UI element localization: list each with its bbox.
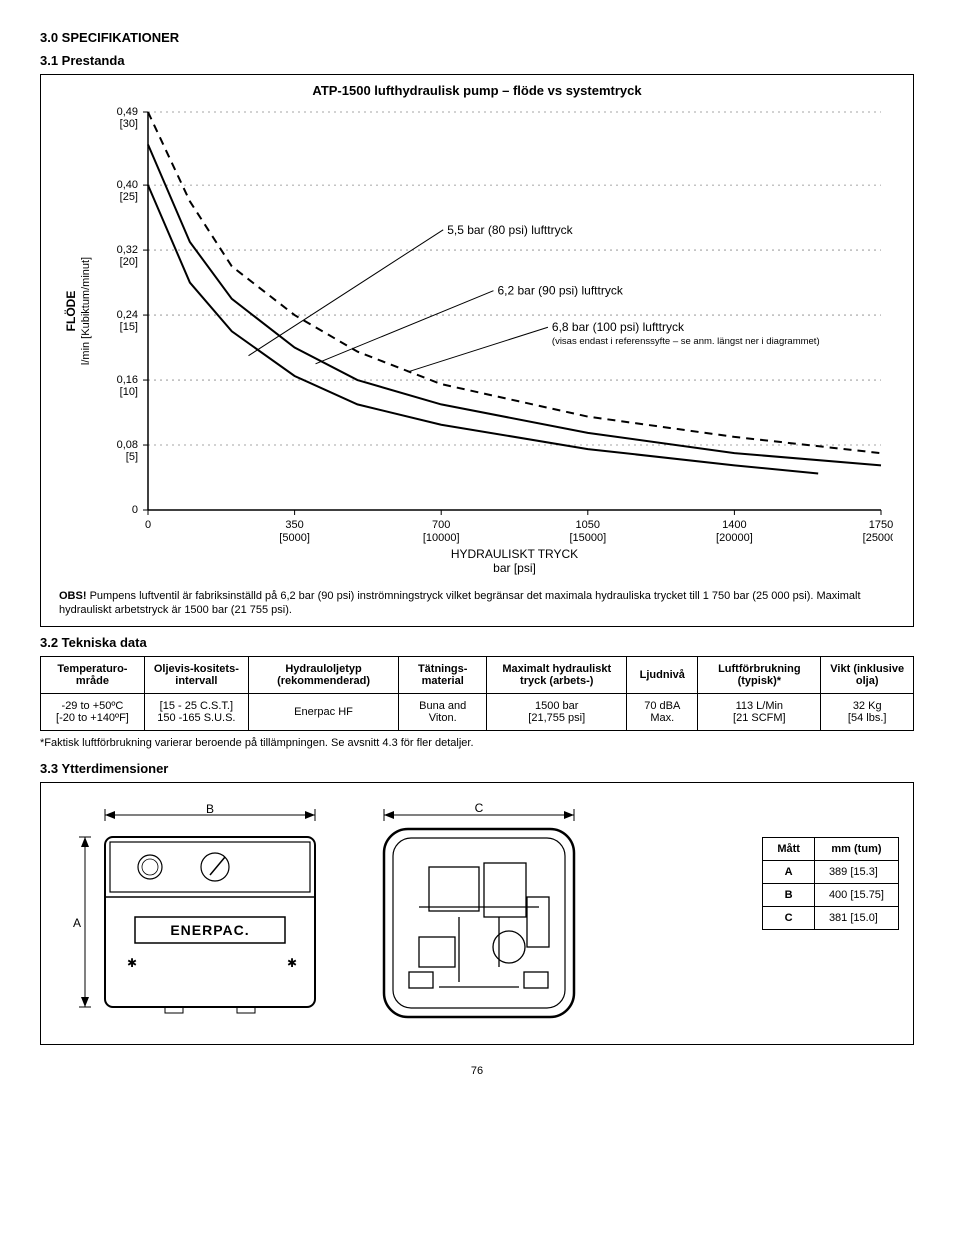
tech-cell-6: 113 L/Min[21 SCFM] xyxy=(698,693,821,730)
svg-text:(visas endast i referenssyfte: (visas endast i referenssyfte – se anm. … xyxy=(552,336,820,347)
tech-cell-1: [15 - 25 C.S.T.]150 -165 S.U.S. xyxy=(144,693,248,730)
tech-header-6: Luftförbrukning (typisk)* xyxy=(698,656,821,693)
svg-text:5,5 bar (80 psi) lufttryck: 5,5 bar (80 psi) lufttryck xyxy=(447,223,573,237)
chart-container: ATP-1500 lufthydraulisk pump – flöde vs … xyxy=(40,74,914,627)
tech-header-0: Temperaturo-mråde xyxy=(41,656,145,693)
svg-text:0,16: 0,16 xyxy=(117,374,138,386)
tech-cell-3: Buna and Viton. xyxy=(399,693,487,730)
dim-label-a: A xyxy=(73,916,81,930)
dim-row-1: B400 [15.75] xyxy=(763,883,899,906)
svg-text:[10000]: [10000] xyxy=(423,532,460,544)
tech-data-table: Temperaturo-mrådeOljevis-kositets-interv… xyxy=(40,656,914,731)
svg-text:l/min [Kubiktum/minut]: l/min [Kubiktum/minut] xyxy=(80,257,92,365)
chart-plot: 0,49[30] 0,40[25] 0,32[20] 0,24[15] 0,16[10]… xyxy=(53,102,901,585)
svg-text:0,32: 0,32 xyxy=(117,244,138,256)
tech-header-7: Vikt (inklusive olja) xyxy=(821,656,914,693)
tech-header-2: Hydrauloljetyp (rekommenderad) xyxy=(248,656,398,693)
dim-row-2: C381 [15.0] xyxy=(763,906,899,929)
tech-header-3: Tätnings-material xyxy=(399,656,487,693)
tech-cell-2: Enerpac HF xyxy=(248,693,398,730)
chart-note-label: OBS! xyxy=(59,590,87,602)
section-heading-3-1: 3.1 Prestanda xyxy=(40,53,914,68)
dim-row-val-0: 389 [15.3] xyxy=(814,860,898,883)
dim-table-head-1: mm (tum) xyxy=(814,837,898,860)
dimensions-container: B A ENERPAC. ✱ ✱ xyxy=(40,782,914,1045)
tech-cell-4: 1500 bar[21,755 psi] xyxy=(487,693,627,730)
dimension-figure-top: C xyxy=(359,797,599,1030)
tech-cell-5: 70 dBA Max. xyxy=(627,693,698,730)
svg-text:1750: 1750 xyxy=(869,519,893,531)
svg-text:0: 0 xyxy=(132,504,138,516)
svg-text:1050: 1050 xyxy=(576,519,600,531)
chart-note: OBS! Pumpens luftventil är fabriksinstäl… xyxy=(53,585,901,620)
svg-text:0,08: 0,08 xyxy=(117,439,138,451)
dimension-table-wrap: Mått mm (tum) A389 [15.3]B400 [15.75]C38… xyxy=(762,837,899,930)
dim-row-key-0: A xyxy=(763,860,815,883)
svg-text:0: 0 xyxy=(145,519,151,531)
brand-label: ENERPAC. xyxy=(170,922,249,938)
svg-text:350: 350 xyxy=(285,519,303,531)
svg-text:[30]: [30] xyxy=(120,118,138,130)
svg-text:[5000]: [5000] xyxy=(279,532,310,544)
dim-label-b: B xyxy=(206,802,214,816)
svg-text:[15000]: [15000] xyxy=(569,532,606,544)
tech-header-5: Ljudnivå xyxy=(627,656,698,693)
svg-text:[20]: [20] xyxy=(120,256,138,268)
svg-text:700: 700 xyxy=(432,519,450,531)
dim-table-head-0: Mått xyxy=(763,837,815,860)
dimension-table: Mått mm (tum) A389 [15.3]B400 [15.75]C38… xyxy=(762,837,899,930)
svg-text:0,49: 0,49 xyxy=(117,106,138,118)
section-heading-3-2: 3.2 Tekniska data xyxy=(40,635,914,650)
svg-text:6,8 bar (100 psi) lufttryck: 6,8 bar (100 psi) lufttryck xyxy=(552,320,685,334)
svg-text:[25000]: [25000] xyxy=(863,532,893,544)
dim-row-key-2: C xyxy=(763,906,815,929)
dim-row-key-1: B xyxy=(763,883,815,906)
svg-text:HYDRAULISKT TRYCK: HYDRAULISKT TRYCK xyxy=(451,547,578,561)
dim-label-c: C xyxy=(475,801,484,815)
svg-text:0,40: 0,40 xyxy=(117,179,138,191)
chart-note-text: Pumpens luftventil är fabriksinställd på… xyxy=(59,590,861,616)
chart-title: ATP-1500 lufthydraulisk pump – flöde vs … xyxy=(53,83,901,98)
dim-row-0: A389 [15.3] xyxy=(763,860,899,883)
tech-cell-0: -29 to +50ºC[-20 to +140ºF] xyxy=(41,693,145,730)
svg-text:bar [psi]: bar [psi] xyxy=(493,561,536,575)
dim-row-val-2: 381 [15.0] xyxy=(814,906,898,929)
section-heading-3-0: 3.0 SPECIFIKATIONER xyxy=(40,30,914,45)
svg-text:6,2 bar (90 psi) lufttryck: 6,2 bar (90 psi) lufttryck xyxy=(497,284,623,298)
svg-text:[20000]: [20000] xyxy=(716,532,753,544)
page-number: 76 xyxy=(40,1065,914,1077)
section-heading-3-3: 3.3 Ytterdimensioner xyxy=(40,761,914,776)
svg-text:[5]: [5] xyxy=(126,451,138,463)
tech-header-4: Maximalt hydrauliskt tryck (arbets-) xyxy=(487,656,627,693)
tech-header-1: Oljevis-kositets-intervall xyxy=(144,656,248,693)
dim-row-val-1: 400 [15.75] xyxy=(814,883,898,906)
svg-text:✱: ✱ xyxy=(127,956,137,970)
svg-text:[15]: [15] xyxy=(120,321,138,333)
tech-footnote: *Faktisk luftförbrukning varierar beroen… xyxy=(40,737,914,749)
svg-text:[25]: [25] xyxy=(120,191,138,203)
dimension-figure-side: B A ENERPAC. ✱ ✱ xyxy=(55,797,335,1030)
svg-text:FLÖDE: FLÖDE xyxy=(63,291,78,332)
svg-text:[10]: [10] xyxy=(120,386,138,398)
svg-text:1400: 1400 xyxy=(722,519,746,531)
svg-text:0,24: 0,24 xyxy=(117,309,138,321)
svg-text:✱: ✱ xyxy=(287,956,297,970)
tech-cell-7: 32 Kg[54 lbs.] xyxy=(821,693,914,730)
